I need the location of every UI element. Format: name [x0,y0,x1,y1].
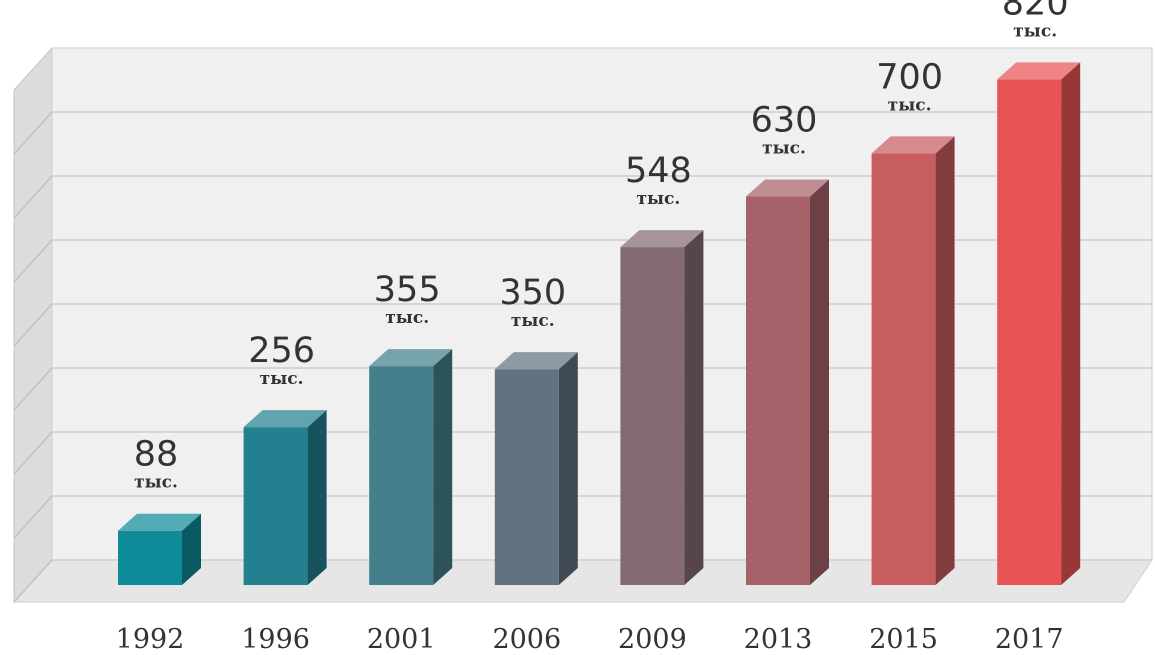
gridline-side [13,303,53,347]
bar-value-unit: тыс. [134,473,178,493]
bar-top [494,352,578,370]
bar-front [746,196,810,585]
bar-top [243,410,327,428]
bar-1992 [118,513,201,585]
bar-2006 [494,352,578,585]
category-label: 2001 [367,624,436,655]
bar-front [243,427,308,585]
bar-top [620,230,704,248]
bar-front [369,366,434,585]
bar-value-label: 630 [751,101,818,141]
bar-side [810,179,829,585]
category-label: 2015 [869,624,938,655]
bar-front [997,79,1062,585]
category-labels: 1992 1996 2001 2006 2009 2013 2015 2017 [116,624,1064,655]
bar-value-label: 355 [374,270,441,310]
category-label: 2013 [744,624,813,655]
gridline-side [13,431,53,475]
bar-2009 [620,230,704,586]
bar-2001 [369,349,453,585]
bar-side [1061,62,1081,586]
bar-side [307,410,327,585]
bar-value-unit: тыс. [511,311,555,331]
bar-1996 [243,410,327,585]
bar-front [871,153,936,586]
bar-2015 [871,136,955,586]
gridline-side [13,239,53,283]
bar-value-label: 256 [248,331,315,371]
bar-value-label: 548 [625,151,692,191]
gridline-side [13,495,53,539]
bar-front [494,369,559,585]
bar-value-label: 820 [1002,0,1069,23]
gridline-side [13,111,53,155]
bar-front [620,247,685,586]
bar-value-unit: тыс. [260,369,304,389]
bar-side [684,230,704,586]
bar-value-unit: тыс. [888,95,932,115]
category-label: 2017 [995,624,1064,655]
bars [118,62,1081,586]
bar-value-label: 700 [876,57,943,97]
value-labels: 88тыс.256тыс.355тыс.350тыс.548тыс.630тыс… [134,0,1069,493]
bar-top [369,349,453,367]
bar-value-unit: тыс. [385,308,429,328]
gridline-side [13,367,53,411]
gridlines [13,111,1152,603]
bar-top [746,179,829,197]
bar-value-unit: тыс. [636,189,680,209]
bar-value-label: 88 [134,435,179,475]
bar-2017 [997,62,1081,586]
category-label: 1996 [241,624,310,655]
category-label: 1992 [116,624,185,655]
gridline-side [13,175,53,219]
bar-side [182,513,201,585]
bar-side [433,349,453,585]
bar-side [935,136,955,586]
bar-value-unit: тыс. [762,139,806,159]
category-label: 2009 [618,624,687,655]
category-label: 2006 [492,624,561,655]
bar-value-label: 350 [499,273,566,313]
bar-top [871,136,955,154]
bar-2013 [746,179,829,585]
gridline-side [13,559,53,603]
bar-top [997,62,1081,80]
bar-front [118,530,182,585]
bar-top [118,513,201,531]
bar-side [558,352,578,585]
bar-value-unit: тыс. [1013,21,1057,41]
